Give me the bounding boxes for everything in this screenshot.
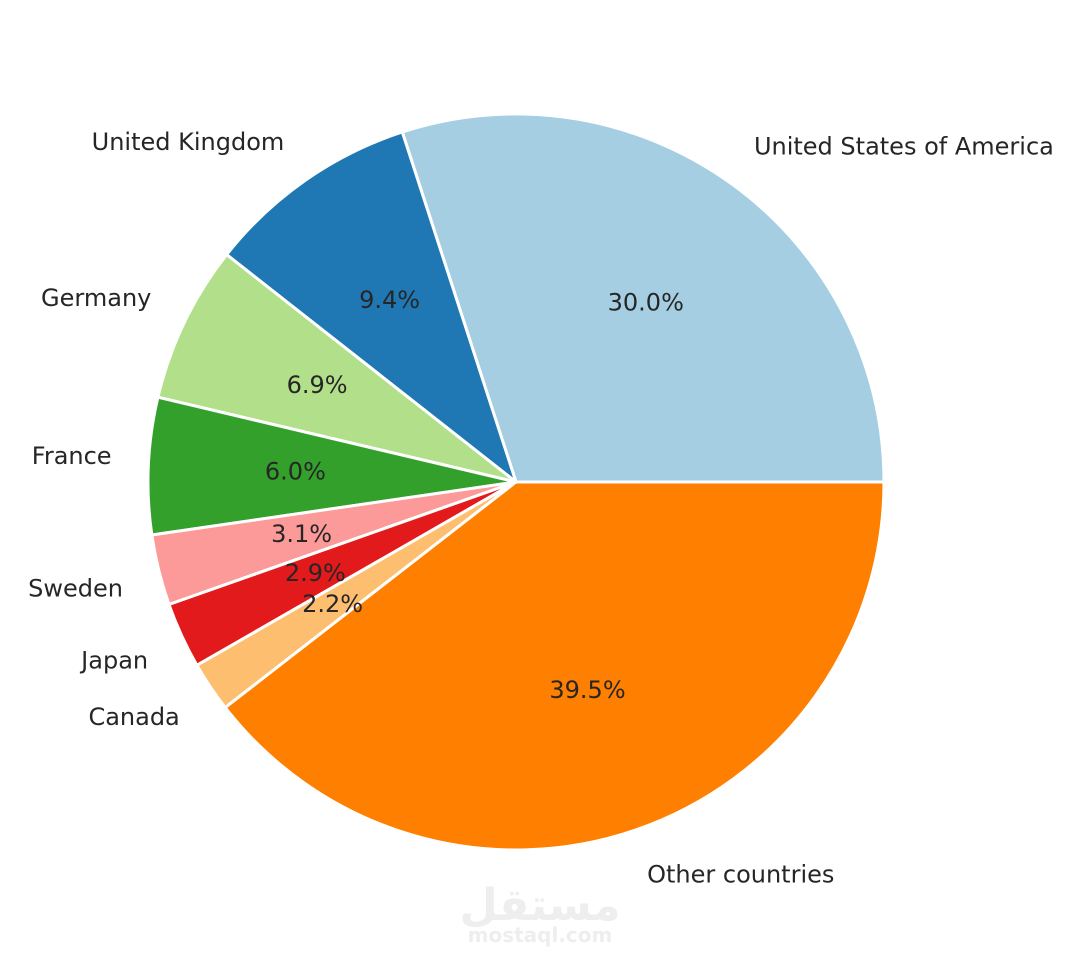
category-label-other-countries: Other countries xyxy=(647,861,834,889)
watermark-latin: mostaql.com xyxy=(468,923,613,947)
percent-label-germany: 6.9% xyxy=(287,371,348,399)
pie-slices xyxy=(146,112,886,852)
category-labels: United States of America United Kingdom Ge… xyxy=(28,128,1054,888)
slice-other-countries xyxy=(223,480,886,852)
category-label-japan: Japan xyxy=(79,646,148,674)
slice-france xyxy=(146,395,518,537)
category-label-canada: Canada xyxy=(88,703,179,731)
slice-united-states-of-america xyxy=(400,112,886,484)
category-label-united-kingdom: United Kingdom xyxy=(92,128,285,156)
percent-label-other-countries: 39.5% xyxy=(549,676,625,704)
slice-united-kingdom xyxy=(225,130,518,484)
category-label-united-states-of-america: United States of America xyxy=(754,133,1054,161)
category-label-germany: Germany xyxy=(41,284,151,312)
percent-label-united-states-of-america: 30.0% xyxy=(608,288,684,316)
category-label-sweden: Sweden xyxy=(28,575,123,603)
percent-label-sweden: 3.1% xyxy=(271,520,332,548)
percent-label-canada: 2.2% xyxy=(302,590,363,618)
percent-label-japan: 2.9% xyxy=(285,559,346,587)
percentage-labels: 30.0% 9.4% 6.9% 6.0% 3.1% 2.9% 2.2% 39.5% xyxy=(265,286,684,704)
percent-label-united-kingdom: 9.4% xyxy=(359,286,420,314)
watermark-arabic: مستقل xyxy=(460,880,621,931)
percent-label-france: 6.0% xyxy=(265,457,326,485)
watermark: مستقل mostaql.com xyxy=(460,880,621,947)
slice-germany xyxy=(156,253,518,484)
category-label-france: France xyxy=(32,442,112,470)
